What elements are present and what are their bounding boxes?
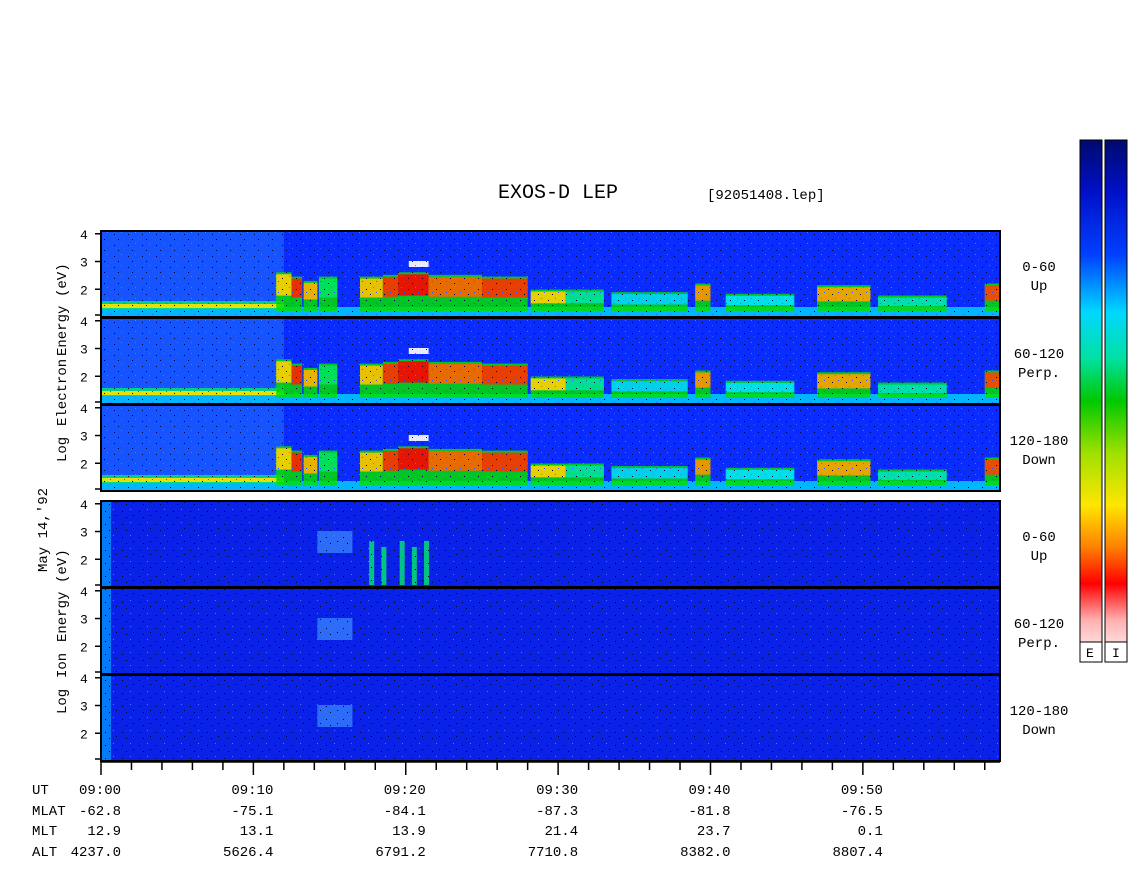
ion-label-ion: Ion — [55, 653, 71, 678]
electron-panel-perp: 2 3 4 — [80, 315, 1001, 405]
colorbar-electron: E — [1079, 139, 1103, 663]
ion-label-ev: (eV) — [55, 549, 71, 583]
info-value: 6791.2 — [375, 845, 425, 861]
pitch-label-2: 120-180 Down — [1010, 434, 1069, 469]
pitch-angle-direction: Perp. — [1018, 366, 1060, 382]
info-value: 7710.8 — [528, 845, 578, 861]
time-axis — [100, 761, 1000, 775]
electron-label-ev: (eV) — [55, 263, 71, 297]
y-tick-label: 2 — [80, 457, 88, 472]
info-value: 13.9 — [392, 824, 426, 840]
x-tick-label: 09:00 — [79, 783, 121, 799]
info-value: 12.9 — [87, 824, 121, 840]
info-value: -81.8 — [688, 804, 730, 820]
date-label: May 14,'92 — [36, 488, 52, 572]
info-value: 8382.0 — [680, 845, 730, 861]
info-value: -75.1 — [231, 804, 273, 820]
ion-label-energy: Energy — [55, 592, 71, 642]
info-value: 21.4 — [545, 824, 579, 840]
info-value: 0.1 — [858, 824, 883, 840]
pitch-angle-range: 120-180 — [1010, 704, 1069, 720]
x-tick-label: 09:10 — [231, 783, 273, 799]
info-value: -76.5 — [841, 804, 883, 820]
colorbar-label-e: E — [1086, 646, 1094, 661]
y-tick-label: 3 — [80, 256, 88, 271]
y-tick-label: 2 — [80, 553, 88, 568]
info-row-label: MLT — [32, 824, 57, 840]
orbit-info-table: UT MLAT MLT ALT 09:00 -62.8 12.9 4237.0 09:10 -75… — [32, 783, 883, 861]
y-tick-label: 3 — [80, 343, 88, 358]
x-tick-label: 09:30 — [536, 783, 578, 799]
info-row-label: MLAT — [32, 804, 66, 820]
info-value: 5626.4 — [223, 845, 273, 861]
ion-label-log: Log — [55, 689, 71, 714]
pitch-angle-direction: Up — [1031, 279, 1048, 295]
pitch-angle-direction: Down — [1022, 453, 1056, 469]
y-tick-label: 2 — [80, 370, 88, 385]
ion-axis-label: Log Ion Energy (eV) — [55, 549, 71, 714]
y-tick-label: 3 — [80, 430, 88, 445]
spectrogram-panels: 2 3 4 2 3 4 2 3 4 2 3 4 2 3 4 2 3 4 — [80, 228, 1001, 762]
pitch-angle-range: 120-180 — [1010, 434, 1069, 450]
info-row-label: ALT — [32, 845, 57, 861]
electron-axis-label: Log Electron Energy (eV) — [55, 263, 71, 462]
info-value: 23.7 — [697, 824, 731, 840]
y-tick-label: 4 — [80, 585, 88, 600]
file-label: [92051408.lep] — [707, 188, 825, 204]
info-value: -87.3 — [536, 804, 578, 820]
y-tick-label: 4 — [80, 672, 88, 687]
electron-label-log: Log — [55, 437, 71, 462]
y-tick-label: 2 — [80, 727, 88, 742]
y-tick-label: 3 — [80, 613, 88, 628]
pitch-label-1: 60-120 Perp. — [1014, 347, 1064, 382]
date-label-group: May 14,'92 — [36, 488, 52, 572]
pitch-angle-range: 60-120 — [1014, 347, 1064, 363]
info-value: -84.1 — [384, 804, 426, 820]
y-tick-label: 4 — [80, 402, 88, 417]
x-tick-label: 09:40 — [688, 783, 730, 799]
electron-label-electron: Electron — [55, 359, 71, 426]
x-tick-label: 09:50 — [841, 783, 883, 799]
y-tick-label: 3 — [80, 526, 88, 541]
info-value: 4237.0 — [71, 845, 121, 861]
y-tick-label: 4 — [80, 228, 88, 243]
info-value: -62.8 — [79, 804, 121, 820]
ion-panel-down: 2 3 4 — [80, 672, 1001, 762]
pitch-label-5: 120-180 Down — [1010, 704, 1069, 739]
pitch-angle-range: 60-120 — [1014, 617, 1064, 633]
pitch-label-3: 0-60 Up — [1022, 530, 1056, 565]
electron-panel-up: 2 3 4 — [80, 228, 1001, 318]
ion-panel-up: 2 3 4 — [80, 498, 1001, 588]
y-tick-label: 4 — [80, 315, 88, 330]
y-tick-label: 4 — [80, 498, 88, 513]
pitch-label-0: 0-60 Up — [1022, 260, 1056, 295]
x-tick-label: 09:20 — [384, 783, 426, 799]
info-row-label: UT — [32, 783, 49, 799]
pitch-angle-direction: Up — [1031, 549, 1048, 565]
pitch-angle-range: 0-60 — [1022, 530, 1056, 546]
y-tick-label: 2 — [80, 640, 88, 655]
info-value: 13.1 — [240, 824, 274, 840]
ion-panel-perp: 2 3 4 — [80, 585, 1001, 675]
electron-panel-down: 2 3 4 — [80, 402, 1001, 492]
colorbar-ion: I — [1104, 139, 1128, 663]
pitch-label-4: 60-120 Perp. — [1014, 617, 1064, 652]
pitch-angle-direction: Down — [1022, 723, 1056, 739]
y-tick-label: 2 — [80, 283, 88, 298]
chart-title: EXOS-D LEP — [498, 182, 618, 205]
y-tick-label: 3 — [80, 700, 88, 715]
colorbar-label-i: I — [1112, 646, 1120, 661]
pitch-angle-labels: 0-60 Up 60-120 Perp. 120-180 Down 0-60 Up 60-120… — [1010, 260, 1069, 739]
electron-label-energy: Energy — [55, 306, 71, 356]
pitch-angle-range: 0-60 — [1022, 260, 1056, 276]
info-value: 8807.4 — [832, 845, 882, 861]
pitch-angle-direction: Perp. — [1018, 636, 1060, 652]
